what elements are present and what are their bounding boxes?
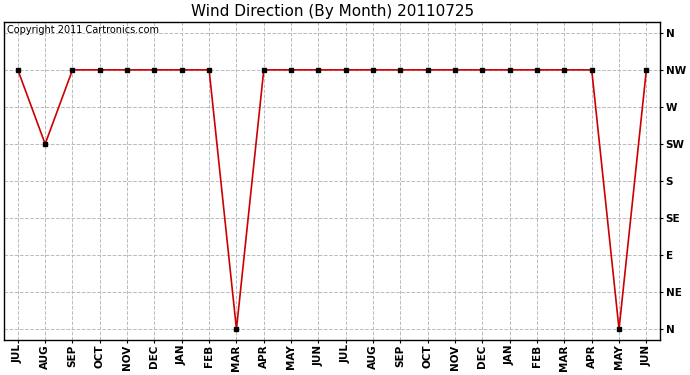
Text: Copyright 2011 Cartronics.com: Copyright 2011 Cartronics.com bbox=[8, 25, 159, 35]
Title: Wind Direction (By Month) 20110725: Wind Direction (By Month) 20110725 bbox=[190, 4, 473, 19]
